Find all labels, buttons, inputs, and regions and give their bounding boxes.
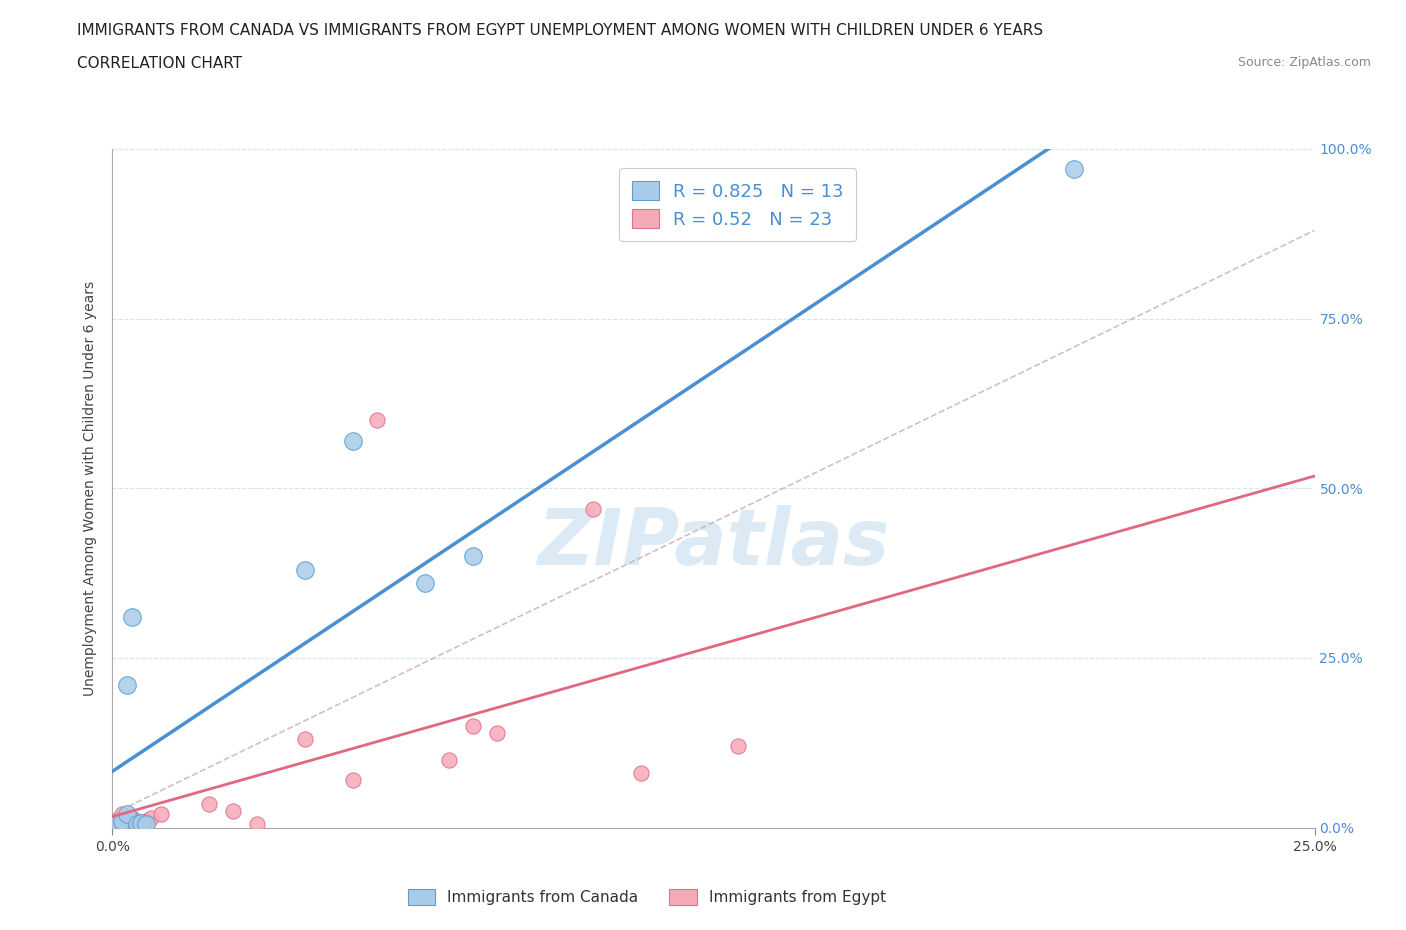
- Point: [413, 576, 436, 591]
- Point: [366, 413, 388, 428]
- Point: [461, 719, 484, 734]
- Point: [135, 817, 157, 831]
- Point: [437, 752, 460, 767]
- Point: [294, 732, 316, 747]
- Point: [125, 817, 148, 831]
- Point: [111, 814, 134, 829]
- Point: [149, 806, 172, 821]
- Point: [486, 725, 509, 740]
- Point: [105, 814, 128, 829]
- Point: [727, 738, 749, 753]
- Point: [105, 817, 128, 831]
- Point: [630, 766, 652, 781]
- Point: [121, 810, 143, 825]
- Text: ZIPatlas: ZIPatlas: [537, 505, 890, 580]
- Point: [115, 806, 138, 821]
- Point: [135, 814, 157, 829]
- Point: [125, 814, 148, 829]
- Point: [111, 817, 134, 831]
- Point: [1063, 162, 1085, 177]
- Point: [582, 501, 605, 516]
- Point: [121, 610, 143, 625]
- Legend: Immigrants from Canada, Immigrants from Egypt: Immigrants from Canada, Immigrants from …: [399, 881, 894, 913]
- Point: [342, 433, 364, 448]
- Point: [246, 817, 269, 831]
- Point: [294, 563, 316, 578]
- Text: Source: ZipAtlas.com: Source: ZipAtlas.com: [1237, 56, 1371, 69]
- Point: [139, 810, 162, 825]
- Point: [131, 817, 153, 831]
- Text: CORRELATION CHART: CORRELATION CHART: [77, 56, 242, 71]
- Point: [222, 804, 245, 818]
- Point: [111, 806, 134, 821]
- Point: [115, 678, 138, 693]
- Legend: R = 0.825   N = 13, R = 0.52   N = 23: R = 0.825 N = 13, R = 0.52 N = 23: [619, 168, 856, 241]
- Point: [461, 549, 484, 564]
- Y-axis label: Unemployment Among Women with Children Under 6 years: Unemployment Among Women with Children U…: [83, 281, 97, 696]
- Text: IMMIGRANTS FROM CANADA VS IMMIGRANTS FROM EGYPT UNEMPLOYMENT AMONG WOMEN WITH CH: IMMIGRANTS FROM CANADA VS IMMIGRANTS FRO…: [77, 23, 1043, 38]
- Point: [197, 796, 219, 811]
- Point: [131, 816, 153, 830]
- Point: [115, 814, 138, 829]
- Point: [342, 773, 364, 788]
- Point: [105, 817, 128, 831]
